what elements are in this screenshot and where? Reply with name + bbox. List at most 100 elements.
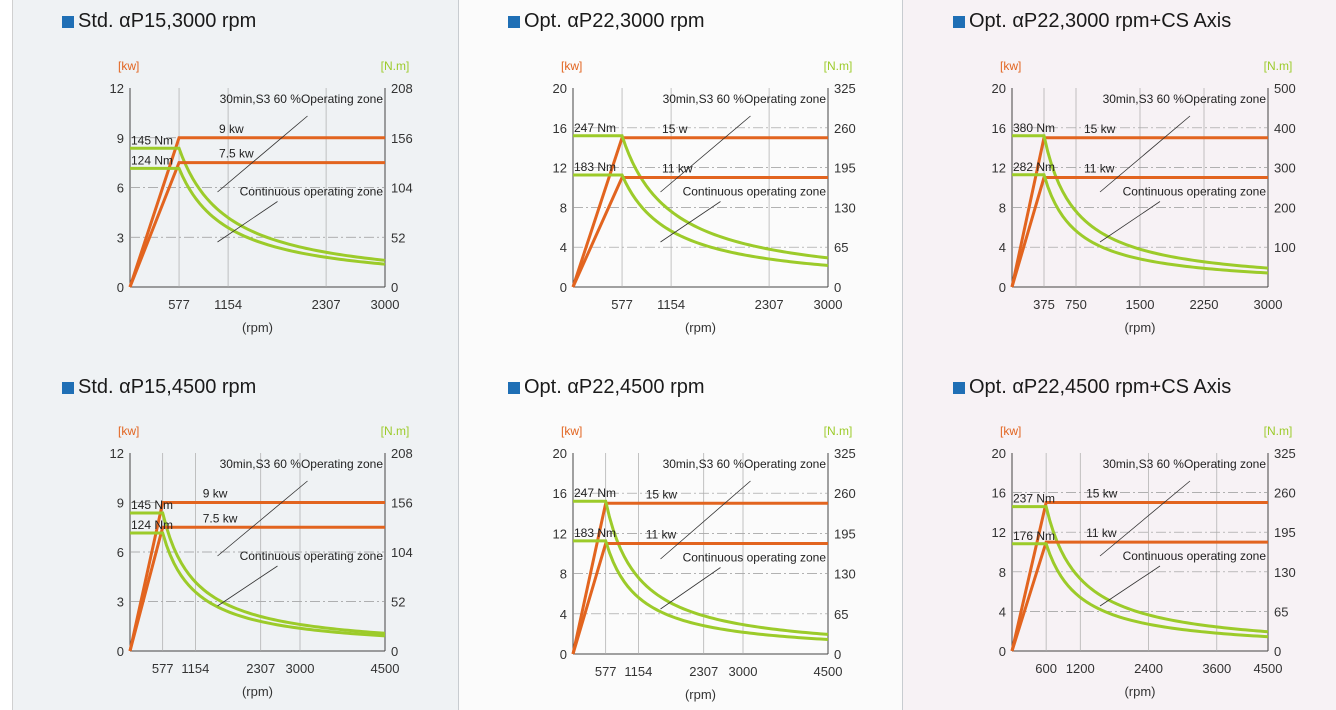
x-tick-label: 375 [1033, 297, 1055, 312]
y-tick-label-right: 500 [1274, 81, 1296, 96]
power-line [1010, 540, 1268, 652]
x-tick-label: 3000 [286, 661, 315, 676]
y-tick-label-left: 4 [999, 604, 1006, 619]
y-tick-label-right: 130 [1274, 565, 1296, 580]
x-tick-label: 3600 [1202, 661, 1231, 676]
y-tick-label-left: 16 [992, 486, 1006, 501]
torque-value-label: 124 Nm [131, 153, 173, 167]
y-axis-label-left: [kw] [1000, 424, 1021, 438]
y-tick-label-right: 260 [834, 486, 856, 501]
torque-value-label: 124 Nm [131, 518, 173, 532]
y-tick-label-left: 20 [553, 81, 567, 96]
arrow-s3 [217, 115, 308, 193]
y-tick-label-right: 130 [834, 200, 856, 215]
y-axis-label-left: [kw] [561, 424, 582, 438]
bullet-icon [953, 15, 965, 28]
y-tick-label-left: 0 [999, 644, 1006, 659]
s3-zone-label: 30min,S3 60 %Operating zone [220, 457, 384, 471]
power-value-label: 7.5 kw [219, 147, 254, 161]
continuous-zone-label: Continuous operating zone [240, 549, 384, 563]
power-line [1010, 501, 1268, 652]
arrow-continuous [660, 201, 721, 243]
torque-value-label: 247 Nm [574, 486, 616, 500]
x-axis-label: (rpm) [1124, 320, 1155, 335]
y-tick-label-left: 8 [999, 200, 1006, 215]
y-tick-label-left: 6 [117, 181, 124, 196]
x-tick-label: 577 [611, 297, 633, 312]
y-tick-label-left: 8 [999, 565, 1006, 580]
chart-title-text: Std. αP15,4500 rpm [78, 376, 257, 398]
y-tick-label-right: 52 [391, 595, 405, 610]
y-tick-label-left: 20 [992, 446, 1006, 461]
y-tick-label-left: 0 [999, 280, 1006, 295]
torque-value-label: 145 Nm [131, 133, 173, 147]
continuous-zone-label: Continuous operating zone [683, 185, 827, 199]
y-tick-label-left: 16 [553, 121, 567, 136]
torque-line [1012, 173, 1269, 275]
torque-value-label: 176 Nm [1013, 529, 1055, 543]
chart-title: Opt. αP22,3000 rpm [508, 10, 705, 33]
torque-line [573, 499, 829, 636]
power-line [128, 501, 385, 652]
y-tick-label-right: 195 [834, 161, 856, 176]
x-tick-label: 3000 [729, 664, 758, 679]
x-tick-label: 3000 [1254, 297, 1283, 312]
x-tick-label: 2307 [246, 661, 275, 676]
x-tick-label: 2250 [1190, 297, 1219, 312]
arrow-s3 [1099, 115, 1191, 193]
arrow-s3 [660, 115, 751, 193]
x-tick-label: 577 [595, 664, 617, 679]
x-tick-label: 4500 [371, 661, 400, 676]
x-tick-label: 3000 [814, 297, 843, 312]
arrow-s3 [1099, 480, 1191, 557]
arrow-continuous [1099, 565, 1161, 607]
y-tick-label-right: 100 [1274, 240, 1296, 255]
x-tick-label: 3000 [371, 297, 400, 312]
y-axis-label-left: [kw] [561, 59, 582, 73]
left-border [12, 0, 13, 710]
s3-zone-label: 30min,S3 60 %Operating zone [1103, 457, 1267, 471]
x-tick-label: 1154 [624, 664, 652, 679]
power-line [128, 525, 385, 652]
x-tick-label: 1154 [214, 297, 242, 312]
y-tick-label-left: 20 [992, 81, 1006, 96]
y-axis-label-right: [N.m] [381, 424, 410, 438]
torque-value-label: 247 Nm [574, 121, 616, 135]
y-tick-label-left: 0 [117, 644, 124, 659]
x-tick-label: 600 [1035, 661, 1057, 676]
y-tick-label-right: 52 [391, 230, 405, 245]
torque-value-label: 183 Nm [574, 526, 616, 540]
column-divider-2 [902, 0, 903, 710]
column-background-cs [902, 0, 1336, 710]
y-tick-label-left: 12 [992, 525, 1006, 540]
power-value-label: 11 kw [1086, 526, 1117, 540]
chart-title: Std. αP15,3000 rpm [62, 10, 256, 33]
y-tick-label-left: 0 [560, 647, 567, 662]
chart-title-text: Opt. αP22,3000 rpm+CS Axis [969, 10, 1232, 32]
column-background-std [12, 0, 458, 710]
power-value-label: 11 kw [1084, 162, 1115, 176]
y-tick-label-left: 4 [999, 240, 1006, 255]
torque-line [130, 146, 386, 262]
torque-value-label: 380 Nm [1013, 121, 1055, 135]
torque-value-label: 282 Nm [1013, 160, 1055, 174]
y-axis-label-right: [N.m] [1264, 59, 1293, 73]
power-value-label: 9 kw [219, 122, 244, 136]
continuous-zone-label: Continuous operating zone [1123, 185, 1267, 199]
y-tick-label-left: 8 [560, 200, 567, 215]
y-tick-label-right: 260 [834, 121, 856, 136]
power-value-label: 9 kw [203, 487, 228, 501]
torque-line [1012, 505, 1269, 634]
chart-title: Std. αP15,4500 rpm [62, 376, 256, 399]
y-tick-label-left: 6 [117, 545, 124, 560]
y-tick-label-left: 12 [110, 446, 124, 461]
power-line [128, 161, 385, 288]
torque-line [130, 166, 386, 266]
power-value-label: 7.5 kw [203, 511, 238, 525]
y-tick-label-left: 8 [560, 567, 567, 582]
y-tick-label-right: 65 [834, 607, 848, 622]
